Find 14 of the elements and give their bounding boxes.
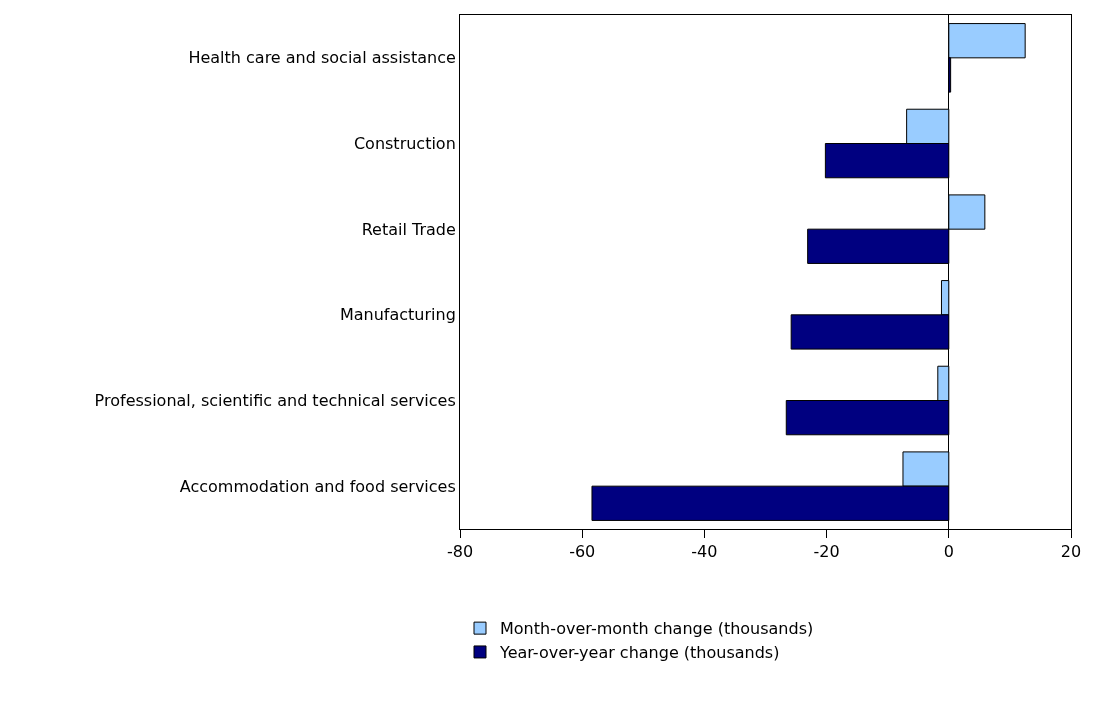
x-tick-label: 20: [1060, 542, 1082, 562]
x-tick-label: -20: [813, 542, 840, 562]
legend-label: Year-over-year change (thousands): [499, 643, 780, 663]
x-tick-label: -80: [446, 542, 474, 562]
legend-label: Month-over-month change (thousands): [500, 619, 814, 639]
x-tick-label: -40: [691, 542, 718, 562]
y-tick-label: Professional, scientific and technical services: [94, 391, 456, 411]
x-tick-label: 0: [943, 542, 954, 562]
y-tick-label: Manufacturing: [339, 305, 456, 325]
x-tick-label: -60: [569, 542, 596, 562]
y-tick-label: Accommodation and food services: [179, 476, 456, 496]
y-tick-label: Retail Trade: [361, 219, 456, 239]
y-tick-label: Construction: [353, 134, 456, 154]
y-tick-label: Health care and social assistance: [188, 48, 456, 68]
